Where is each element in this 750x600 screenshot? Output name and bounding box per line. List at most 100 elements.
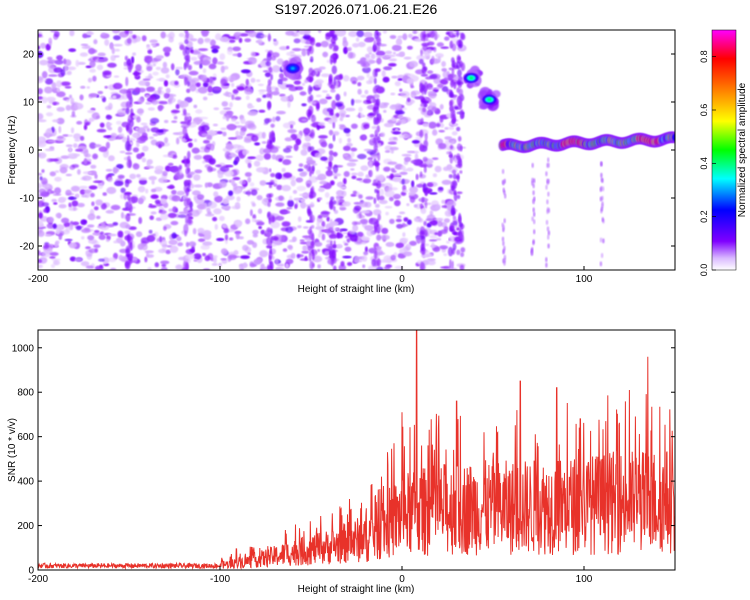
heatmap-cell (357, 41, 366, 48)
heatmap-cell (189, 49, 194, 54)
heatmap-cell (114, 180, 124, 187)
heatmap-cell (381, 227, 389, 235)
heatmap-cell (312, 263, 315, 268)
heatmap-cell (315, 169, 321, 175)
heatmap-cell (289, 94, 294, 101)
heatmap-cell (122, 108, 126, 111)
heatmap-cell (51, 258, 61, 262)
heatmap-cell (165, 74, 170, 79)
heatmap-cell (431, 157, 439, 160)
heatmap-cell (220, 127, 227, 131)
heatmap-cell (202, 160, 206, 164)
heatmap-cell (275, 116, 281, 122)
heatmap-cell (167, 212, 177, 219)
heatmap-cell (533, 219, 536, 225)
heatmap-cell (45, 112, 54, 117)
heatmap-cell (330, 240, 333, 246)
heatmap-cell (272, 65, 281, 73)
heatmap-cell (171, 195, 181, 202)
heatmap-cell (190, 209, 201, 217)
heatmap-cell (52, 223, 57, 229)
heatmap-cell (158, 248, 167, 254)
heatmap-cell (449, 100, 453, 107)
heatmap-cell (399, 88, 403, 92)
heatmap-cell (224, 207, 230, 211)
heatmap-cell (91, 112, 100, 120)
heatmap-cell (318, 197, 323, 201)
heatmap-cell (375, 106, 379, 116)
heatmap-cell (234, 220, 242, 228)
heatmap-cell (439, 245, 449, 250)
snr-y-axis-label: SNR (10 * v/v) (7, 418, 18, 482)
heatmap-cell (351, 221, 358, 226)
heatmap-cell (319, 98, 328, 105)
heatmap-cell (191, 147, 200, 154)
heatmap-cell (265, 49, 269, 53)
heatmap-cell (317, 214, 323, 219)
heatmap-cell (441, 205, 448, 209)
heatmap-cell (387, 141, 397, 145)
heatmap-cell (117, 174, 125, 179)
heatmap-cell (232, 89, 239, 94)
heatmap-cell (196, 203, 206, 210)
heatmap-cell (458, 221, 463, 228)
heatmap-cell (402, 237, 409, 242)
heatmap-cell (96, 128, 107, 133)
heatmap-cell (424, 253, 433, 257)
heatmap-cell (174, 80, 179, 86)
heatmap-cell (547, 243, 550, 249)
heatmap-cell (347, 46, 352, 52)
heatmap-cell (449, 91, 455, 98)
heatmap-cell (164, 137, 169, 144)
heatmap-cell (285, 226, 294, 233)
heatmap-cell (436, 42, 444, 47)
heatmap-cell (270, 173, 276, 178)
heatmap-cell (100, 203, 107, 210)
heatmap-cell (85, 246, 91, 250)
heatmap-cell (69, 256, 76, 262)
heatmap-cell (312, 165, 315, 172)
heatmap-cell (208, 63, 217, 70)
heatmap-cell (366, 71, 370, 79)
heatmap-cell (329, 30, 335, 35)
heatmap-cell (419, 142, 424, 152)
heatmap-cell (324, 250, 330, 256)
heatmap-cell (602, 238, 605, 244)
heatmap-cell (408, 60, 419, 68)
heatmap-cell (357, 82, 362, 87)
heatmap-cell (343, 171, 350, 177)
heatmap-cell (242, 244, 249, 251)
heatmap-cell (104, 105, 112, 111)
heatmap-cell (115, 83, 119, 88)
heatmap-cell (332, 164, 339, 174)
heatmap-cell (71, 200, 79, 207)
heatmap-cell (458, 88, 464, 96)
heatmap-cell (421, 66, 427, 75)
heatmap-cell (149, 39, 158, 44)
heatmap-cell (382, 30, 387, 34)
heatmap-cell (53, 30, 60, 38)
heatmap-cell (384, 266, 391, 270)
heatmap-cell (399, 211, 406, 215)
colorbar-ticks: 0.0 0.2 0.4 0.6 0.8 (699, 50, 716, 276)
heatmap-cell (453, 190, 457, 196)
heatmap-cell (47, 56, 53, 61)
heatmap-cell (260, 34, 268, 38)
spectrogram-x-axis: -200 -100 0 100 (28, 266, 593, 285)
colorbar-label: Normalized spectral amplitude (737, 82, 748, 217)
heatmap-cell (330, 84, 336, 90)
heatmap-cell (104, 39, 110, 46)
heatmap-cell (38, 96, 43, 100)
heatmap-cell (373, 134, 379, 145)
heatmap-cell (171, 232, 177, 239)
heatmap-cell (395, 39, 402, 46)
heatmap-cell (49, 133, 54, 137)
heatmap-cell (204, 182, 208, 188)
heatmap-cell (301, 103, 307, 107)
heatmap-cell (65, 189, 72, 196)
heatmap-cell (459, 170, 463, 174)
heatmap-cell (89, 60, 96, 68)
colorbar-tick-label: 0.6 (699, 104, 709, 117)
heatmap-cell (314, 241, 323, 247)
heatmap-cell (311, 252, 315, 260)
